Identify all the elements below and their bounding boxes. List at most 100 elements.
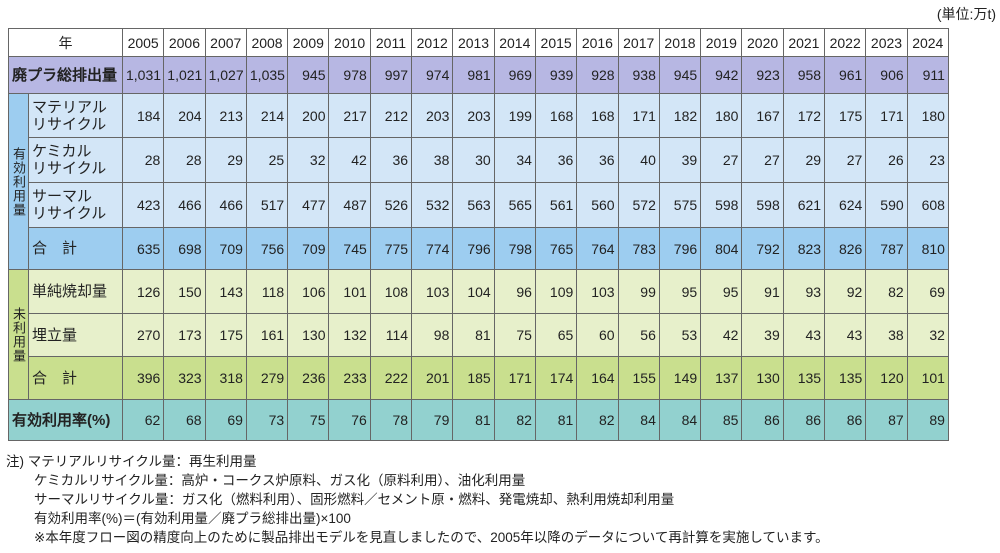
value-cell: 709 [204,227,247,270]
value-cell: 396 [121,356,165,400]
value-cell: 36 [534,137,578,183]
value-cell: 86 [824,399,867,441]
value-cell: 635 [121,227,165,270]
value-cell: 40 [617,137,660,183]
value-cell: 82 [865,269,908,314]
value-cell: 75 [493,313,536,357]
value-cell: 981 [452,56,495,94]
value-cell: 961 [824,56,867,94]
value-cell: 28 [121,137,165,183]
value-cell: 517 [245,182,289,228]
value-cell: 38 [411,137,454,183]
year-header: 2020 [741,28,784,57]
value-cell: 608 [906,182,949,228]
value-cell: 149 [658,356,702,400]
value-cell: 36 [576,137,619,183]
value-cell: 222 [369,356,413,400]
value-cell: 466 [163,182,206,228]
value-cell: 565 [493,182,536,228]
year-header: 2014 [493,28,536,57]
value-cell: 150 [163,269,206,314]
value-cell: 997 [369,56,413,94]
value-cell: 823 [782,227,826,270]
row-label-line: サーマル [32,188,93,205]
row-label: 有効利用率(%) [8,399,123,441]
value-cell: 84 [617,399,660,441]
value-cell: 279 [245,356,289,400]
note-text: サーマルリサイクル量：ガス化（燃料利用）、固形燃料／セメント原・燃料、発電焼却、… [34,492,675,507]
value-cell: 34 [493,137,536,183]
data-table: 年 2005 2006 2007 2008 2009 2010 2011 2012 2013 201… [8,28,949,441]
value-cell: 958 [782,56,826,94]
value-cell: 86 [741,399,784,441]
value-cell: 171 [493,356,536,400]
value-cell: 598 [700,182,743,228]
row-label: 埋立量 [28,313,123,357]
value-cell: 56 [617,313,660,357]
value-cell: 36 [369,137,413,183]
row-label-line: 合 計 [32,369,78,387]
value-cell: 87 [865,399,908,441]
value-cell: 969 [493,56,536,94]
value-cell: 27 [741,137,784,183]
value-cell: 938 [617,56,660,94]
value-cell: 103 [576,269,619,314]
value-cell: 1,035 [245,56,289,94]
value-cell: 60 [576,313,619,357]
value-cell: 798 [493,227,536,270]
year-header: 2019 [700,28,743,57]
value-cell: 135 [782,356,826,400]
value-cell: 143 [204,269,247,314]
value-cell: 79 [411,399,454,441]
value-cell: 590 [865,182,908,228]
table-row: 有効利用率(%) 62 68 69 73 75 76 78 79 81 82 81 82 84 84 85 86… [8,399,949,441]
value-cell: 214 [245,93,289,138]
value-cell: 810 [906,227,949,270]
row-label-line: マテリアル [32,98,107,116]
value-cell: 106 [287,269,330,314]
year-header: 2009 [287,28,330,57]
value-cell: 180 [700,93,743,138]
value-cell: 698 [163,227,206,270]
value-cell: 487 [328,182,371,228]
value-cell: 598 [741,182,784,228]
value-cell: 42 [700,313,743,357]
note-line: ※本年度フロー図の精度向上のために製品排出モデルを見直しましたので、2005年以… [6,528,829,547]
value-cell: 84 [658,399,702,441]
row-label: 合 計 [28,356,123,400]
value-cell: 120 [865,356,908,400]
value-cell: 91 [741,269,784,314]
value-cell: 130 [287,313,330,357]
value-cell: 95 [658,269,702,314]
year-header: 2024 [906,28,949,57]
value-cell: 82 [576,399,619,441]
value-cell: 68 [163,399,206,441]
value-cell: 95 [700,269,743,314]
table-row: 埋立量 270 173 175 161 130 132 114 98 81 75 65 60 56 53 42… [8,313,949,357]
value-cell: 621 [782,182,826,228]
value-cell: 906 [865,56,908,94]
value-cell: 167 [741,93,784,138]
value-cell: 199 [493,93,536,138]
year-header: 2012 [411,28,454,57]
value-cell: 27 [700,137,743,183]
value-cell: 130 [741,356,784,400]
value-cell: 826 [824,227,867,270]
table-row: ケミカル リサイクル 28 28 29 25 32 42 36 38 30 34 36 36 40 39 27 2… [8,137,949,183]
year-header: 2007 [204,28,247,57]
note-text: ケミカルリサイクル量：高炉・コークス炉原料、ガス化（原料利用）、油化利用量 [34,473,526,488]
year-header: 2010 [328,28,371,57]
value-cell: 76 [328,399,371,441]
year-header: 2011 [369,28,413,57]
value-cell: 213 [204,93,247,138]
value-cell: 32 [287,137,330,183]
value-cell: 1,021 [163,56,206,94]
value-cell: 939 [534,56,578,94]
value-cell: 39 [741,313,784,357]
value-cell: 73 [245,399,289,441]
value-cell: 203 [411,93,454,138]
value-cell: 270 [121,313,165,357]
value-cell: 792 [741,227,784,270]
row-label-line: ケミカル [32,143,92,160]
